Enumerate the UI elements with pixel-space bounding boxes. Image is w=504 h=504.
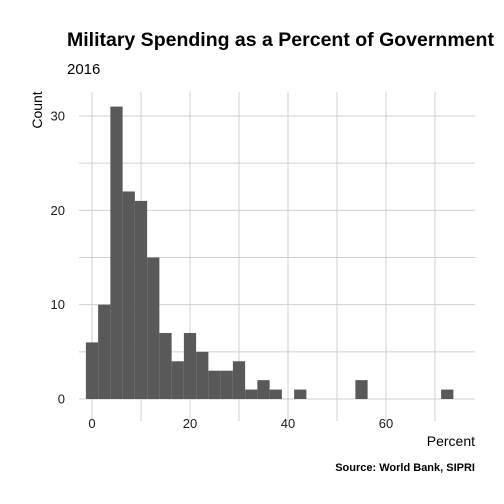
histogram-bar (147, 257, 160, 399)
histogram-bar (159, 332, 172, 399)
histogram-bar (134, 200, 148, 399)
x-tick-label: 60 (379, 416, 393, 431)
histogram-bar (85, 342, 99, 399)
histogram-bar (171, 361, 184, 399)
histogram-bar (269, 389, 282, 399)
histogram-bar (441, 389, 454, 399)
chart-title: Military Spending as a Percent of Govern… (67, 29, 494, 51)
chart-subtitle: 2016 (67, 61, 100, 78)
histogram-bar (208, 370, 221, 399)
histogram-bar (355, 380, 368, 399)
y-tick-label: 30 (51, 109, 65, 124)
y-tick-label: 20 (51, 203, 65, 218)
histogram-bar (245, 389, 258, 399)
y-tick-label: 10 (51, 297, 65, 312)
histogram-bar (110, 106, 123, 400)
histogram-bar (183, 332, 197, 399)
plot-panel: 0 20 40 60 0 10 20 30 (51, 92, 475, 431)
histogram-bar (220, 370, 233, 399)
y-tick-label: 0 (58, 392, 65, 407)
x-tick-label: 40 (281, 416, 295, 431)
histogram-bar (122, 191, 135, 399)
histogram-bar (294, 389, 307, 399)
histogram-bar (196, 351, 209, 399)
y-axis-title: Count (29, 91, 45, 128)
x-tick-label: 20 (183, 416, 197, 431)
x-tick-label: 0 (88, 416, 95, 431)
histogram-bar (98, 304, 111, 399)
chart-caption: Source: World Bank, SIPRI (335, 462, 475, 474)
histogram-bar (232, 361, 246, 399)
x-axis-title: Percent (427, 433, 475, 449)
histogram-bar (257, 380, 270, 399)
